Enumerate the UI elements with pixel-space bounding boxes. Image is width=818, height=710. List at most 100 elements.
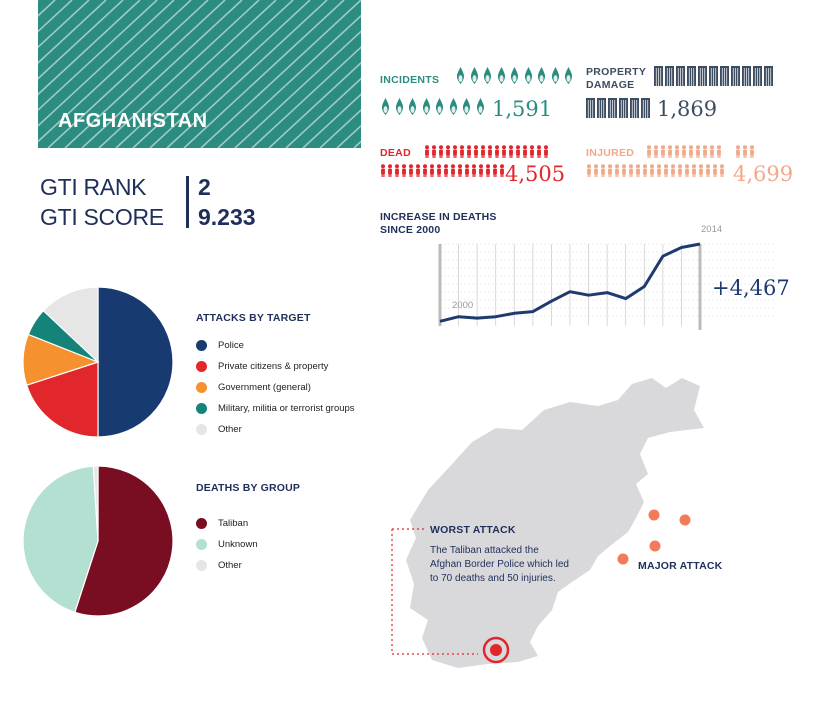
worst-attack-title: WORST ATTACK [430,524,516,536]
building-icon [597,98,606,118]
building-icon [698,66,707,86]
injured-label: INJURED [586,147,635,159]
incidents-icons-row2 [380,97,488,116]
major-attack-label: MAJOR ATTACK [638,560,723,572]
legend-label: Government (general) [218,381,311,393]
person-icon [402,164,406,177]
person-icon [488,145,492,158]
increase-chart-title-line2: SINCE 2000 [380,224,441,236]
person-icon [516,145,520,158]
person-icon [706,164,710,177]
person-icon [661,145,665,158]
person-icon [647,145,651,158]
person-icon [432,145,436,158]
person-icon [460,145,464,158]
building-icon [687,66,696,86]
deaths-by-group-legend: Taliban Unknown Other [196,516,258,579]
legend-item: Taliban [196,516,258,530]
person-icon [537,145,541,158]
person-icon [587,164,591,177]
drop-icon [422,98,430,115]
drop-icon [476,98,484,115]
legend-swatch [196,402,207,414]
building-icon [720,66,729,86]
building-icon [742,66,751,86]
pie-slice-taliban [74,465,174,617]
building-icon [608,98,617,118]
dead-label: DEAD [380,147,411,159]
legend-swatch [196,517,207,529]
gti-rank-label: GTI RANK [40,174,147,200]
legend-item: Military, militia or terrorist groups [196,401,355,415]
person-icon [451,164,455,177]
person-icon [743,145,747,158]
gti-rank-value: 2 [198,174,211,200]
drop-icon [470,67,478,84]
pie-slice-other [42,286,99,364]
person-icon [703,145,707,158]
person-icon [699,164,703,177]
person-icon [594,164,598,177]
drop-icon [449,98,457,115]
increase-line-chart [438,242,775,330]
legend-item: Government (general) [196,380,355,394]
person-icon [446,145,450,158]
attacks-by-target-pie [22,286,174,438]
person-icon [523,145,527,158]
person-icon [750,145,754,158]
building-icon [630,98,639,118]
person-icon [495,145,499,158]
worst-attack-line3: to 70 deaths and 50 injuries. [430,573,556,584]
legend-swatch [196,360,207,372]
person-icon [668,145,672,158]
person-icon [650,164,654,177]
legend-swatch [196,559,207,571]
legend-label: Other [218,559,242,571]
legend-label: Private citizens & property [218,360,329,372]
person-icon [439,145,443,158]
person-icon [615,164,619,177]
person-icon [608,164,612,177]
pie-slice-other [92,465,99,542]
incidents-icons-row1 [455,66,577,85]
major-attack-marker [617,553,629,565]
person-icon [381,164,385,177]
building-icon [676,66,685,86]
gti-score-label: GTI SCORE [40,204,164,230]
legend-item: Other [196,558,258,572]
property-icons-row1 [654,64,775,86]
person-icon [530,145,534,158]
worst-attack-description: The Taliban attacked the Afghan Border P… [430,544,569,586]
person-icon [474,145,478,158]
drop-icon [551,67,559,84]
legend-item: Unknown [196,537,258,551]
increase-chart-title-line1: INCREASE IN DEATHS [380,211,497,223]
worst-attack-leader-line [391,529,478,655]
person-icon [453,145,457,158]
person-icon [643,164,647,177]
property-damage-label-line2: DAMAGE [586,79,635,91]
drop-icon [456,67,465,84]
building-icon [619,98,628,118]
drop-icon [497,67,505,84]
person-icon [636,164,640,177]
pie-slice-unknown [22,465,99,614]
injured-icons-row1 [646,145,756,158]
deaths-by-group-pie [22,465,174,617]
person-icon [509,145,513,158]
person-icon [388,164,392,177]
worst-attack-line2: Afghan Border Police which led [430,559,569,570]
person-icon [479,164,483,177]
dead-icons-row1 [424,145,550,158]
person-icon [720,164,724,177]
person-icon [682,145,686,158]
building-icon [753,66,762,86]
legend-label: Unknown [218,538,258,550]
person-icon [717,145,721,158]
person-icon [710,145,714,158]
person-icon [696,145,700,158]
chart-end-label: 2014 [701,224,723,235]
chart-start-label: 2000 [452,300,474,311]
person-icon [622,164,626,177]
person-icon [601,164,605,177]
